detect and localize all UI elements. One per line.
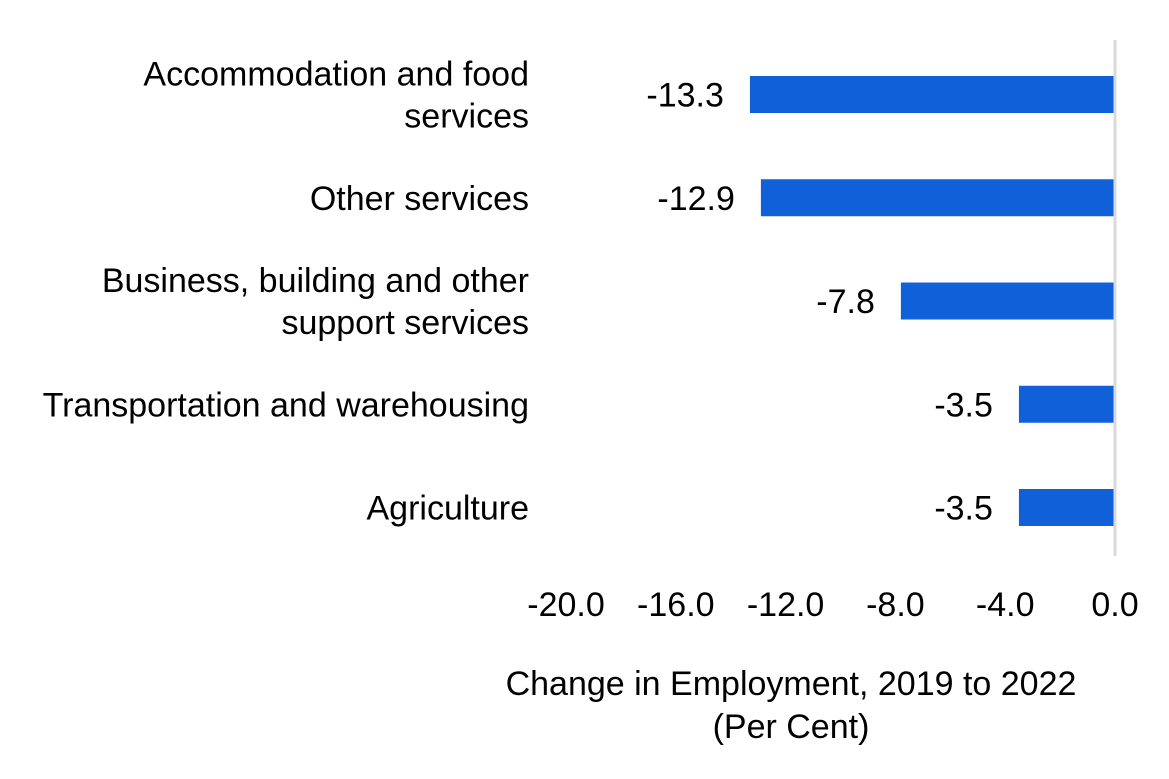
- x-tick-label: 0.0: [1091, 586, 1138, 624]
- category-labels-group: Accommodation and food services Other serv…: [43, 56, 529, 528]
- value-label: -3.5: [934, 386, 993, 424]
- category-label: services: [404, 98, 529, 136]
- bar: [1018, 385, 1115, 423]
- bar: [749, 76, 1115, 113]
- x-axis-title-line-2: (Per Cent): [713, 708, 870, 746]
- x-tick-label: -12.0: [747, 586, 825, 624]
- x-axis-title-line-1: Change in Employment, 2019 to 2022: [506, 665, 1077, 703]
- value-label: -12.9: [657, 180, 735, 218]
- x-tick-labels-group: -20.0 -16.0 -12.0 -8.0 -4.0 0.0: [527, 586, 1138, 624]
- bars-group: [749, 76, 1115, 526]
- bar: [760, 179, 1115, 217]
- x-tick-label: -16.0: [637, 586, 715, 624]
- category-label: Business, building and other: [102, 262, 529, 300]
- category-label: Accommodation and food: [143, 56, 529, 94]
- bar: [1018, 489, 1115, 526]
- category-label: Agriculture: [366, 490, 529, 528]
- category-label: Other services: [310, 180, 529, 218]
- value-label: -13.3: [646, 77, 724, 115]
- x-tick-label: -20.0: [527, 586, 605, 624]
- value-label: -3.5: [934, 490, 993, 528]
- x-tick-label: -8.0: [866, 586, 925, 624]
- category-label: Transportation and warehousing: [43, 386, 529, 424]
- value-label: -7.8: [816, 283, 875, 321]
- value-labels-group: -13.3 -12.9 -7.8 -3.5 -3.5: [646, 77, 993, 528]
- category-label: support services: [281, 304, 529, 342]
- x-tick-label: -4.0: [976, 586, 1035, 624]
- bar: [900, 282, 1115, 320]
